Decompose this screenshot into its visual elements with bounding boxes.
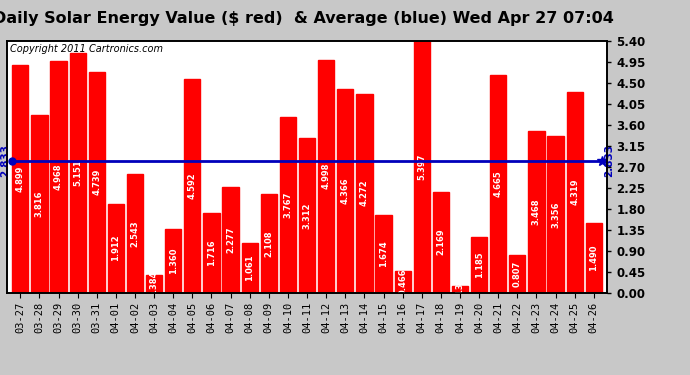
Bar — [509, 255, 526, 292]
Bar — [204, 213, 219, 292]
Text: 1.185: 1.185 — [475, 252, 484, 278]
Text: 0.384: 0.384 — [150, 270, 159, 297]
Bar — [433, 192, 449, 292]
Text: 2.833: 2.833 — [604, 144, 614, 177]
Bar — [490, 75, 506, 292]
Text: 4.366: 4.366 — [341, 178, 350, 204]
Bar — [88, 72, 105, 292]
Bar — [547, 136, 564, 292]
Text: 4.665: 4.665 — [494, 171, 503, 197]
Text: 0.136: 0.136 — [455, 276, 464, 303]
Bar — [529, 131, 544, 292]
Bar — [337, 89, 353, 292]
Bar — [452, 286, 468, 292]
Text: 2.169: 2.169 — [436, 229, 445, 255]
Bar — [395, 271, 411, 292]
Text: 1.061: 1.061 — [245, 255, 254, 281]
Bar — [222, 186, 239, 292]
Text: 3.816: 3.816 — [35, 190, 44, 217]
Text: 5.397: 5.397 — [417, 154, 426, 180]
Text: 3.767: 3.767 — [284, 192, 293, 218]
Text: Copyright 2011 Cartronics.com: Copyright 2011 Cartronics.com — [10, 44, 163, 54]
Bar — [50, 62, 67, 292]
Text: 4.968: 4.968 — [54, 164, 63, 190]
Text: 1.912: 1.912 — [111, 235, 120, 261]
Text: 4.899: 4.899 — [16, 165, 25, 192]
Text: 1.716: 1.716 — [207, 239, 216, 266]
Text: 3.312: 3.312 — [302, 202, 312, 229]
Text: 4.739: 4.739 — [92, 169, 101, 195]
Text: 2.277: 2.277 — [226, 226, 235, 253]
Bar — [184, 79, 201, 292]
Bar — [261, 194, 277, 292]
Text: 1.674: 1.674 — [379, 240, 388, 267]
Bar — [566, 92, 583, 292]
Text: 2.833: 2.833 — [0, 144, 10, 177]
Text: 4.319: 4.319 — [570, 179, 579, 205]
Text: 3.468: 3.468 — [532, 199, 541, 225]
Text: 3.356: 3.356 — [551, 201, 560, 228]
Bar — [165, 229, 181, 292]
Bar — [241, 243, 258, 292]
Bar — [318, 60, 334, 292]
Bar — [108, 204, 124, 292]
Text: 0.807: 0.807 — [513, 261, 522, 287]
Text: Daily Solar Energy Value ($ red)  & Average (blue) Wed Apr 27 07:04: Daily Solar Energy Value ($ red) & Avera… — [0, 11, 614, 26]
Bar — [375, 214, 392, 292]
Text: 2.108: 2.108 — [264, 230, 273, 257]
Bar — [127, 174, 143, 292]
Bar — [280, 117, 296, 292]
Text: 1.490: 1.490 — [589, 244, 598, 271]
Text: 2.543: 2.543 — [130, 220, 139, 247]
Text: 4.998: 4.998 — [322, 163, 331, 189]
Bar — [413, 41, 430, 292]
Bar — [70, 53, 86, 292]
Text: 0.466: 0.466 — [398, 268, 407, 295]
Bar — [299, 138, 315, 292]
Text: 4.272: 4.272 — [360, 180, 369, 206]
Bar — [12, 64, 28, 292]
Text: 5.151: 5.151 — [73, 159, 82, 186]
Bar — [31, 115, 48, 292]
Bar — [146, 274, 162, 292]
Bar — [471, 237, 487, 292]
Bar — [586, 223, 602, 292]
Text: 4.592: 4.592 — [188, 172, 197, 199]
Bar — [356, 94, 373, 292]
Text: 1.360: 1.360 — [169, 248, 178, 274]
